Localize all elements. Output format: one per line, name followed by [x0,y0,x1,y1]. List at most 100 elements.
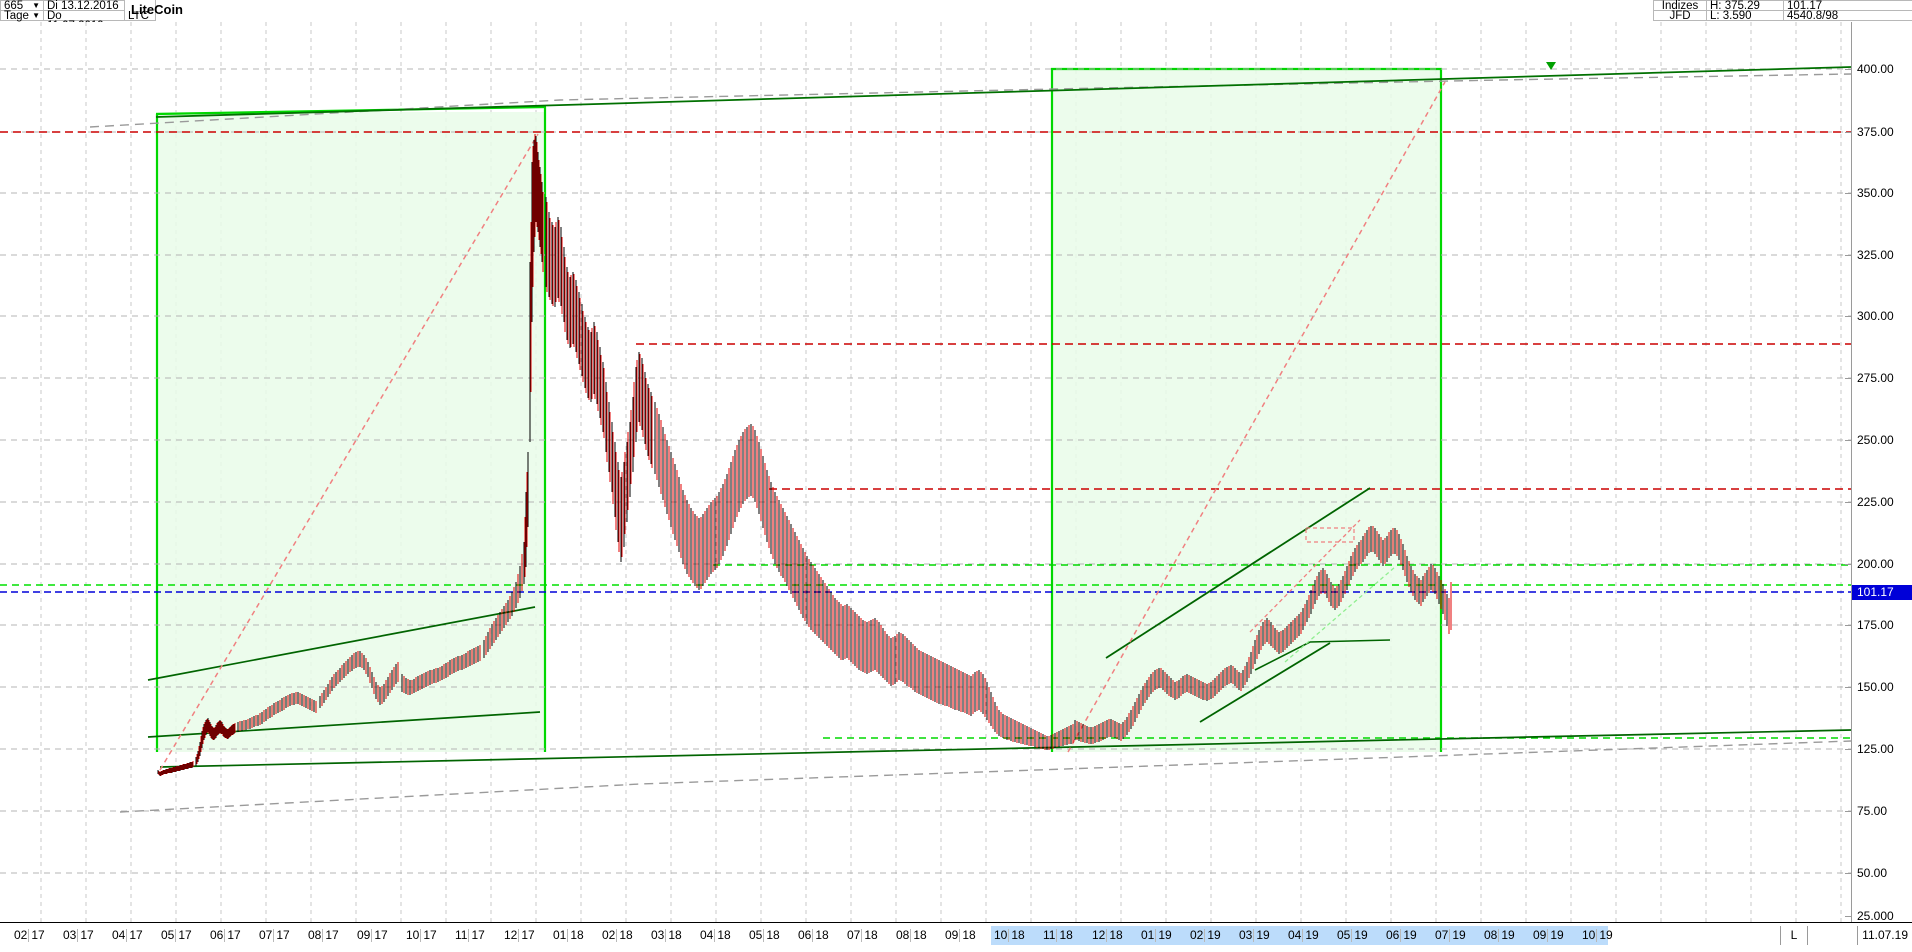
price-tick-mark [1845,687,1852,688]
price-tick-mark [1845,625,1852,626]
page-title: LiteCoin [131,2,183,17]
time-label-month: 10 [994,928,1008,942]
time-label-month: 02 [14,928,28,942]
price-tick-225: 225.00 [1857,495,1894,509]
time-label-month: 09 [357,928,371,942]
time-label-18: 08 18 [896,929,927,942]
light-green-sub-channel [1284,566,1396,663]
time-label-month: 08 [896,928,910,942]
time-label-year: 18 [1056,929,1073,942]
time-label-month: 03 [1239,928,1253,942]
volume-field: 4540.8/98 [1783,10,1912,22]
time-label-month: 09 [945,928,959,942]
time-label-31: 09 19 [1533,929,1564,942]
salmon-sub-channel [1249,519,1361,633]
time-label-month: 05 [1337,928,1351,942]
price-tick-125: 125.00 [1857,742,1894,756]
time-label-month: 12 [1092,928,1106,942]
chart-plot-area[interactable] [0,22,1851,922]
time-label-month: 07 [847,928,861,942]
time-label-11: 01 18 [553,929,584,942]
time-label-1: 03 17 [63,929,94,942]
time-label-month: 08 [1484,928,1498,942]
time-label-month: 09 [1533,928,1547,942]
time-label-month: 05 [749,928,763,942]
time-label-14: 04 18 [700,929,731,942]
low-field: L: 3.590 [1706,10,1784,22]
price-tick-mark [1845,255,1852,256]
time-label-year: 19 [1204,929,1221,942]
price-tick-mark [1845,916,1852,917]
time-label-16: 06 18 [798,929,829,942]
price-tick-mark [1845,502,1852,503]
time-label-26: 04 19 [1288,929,1319,942]
time-label-24: 02 19 [1190,929,1221,942]
low-value: L: 3.590 [1710,10,1752,22]
upper-gray-trendline [89,73,1851,128]
cursor-date-cell: 11.07.19 [1857,926,1912,945]
chevron-down-icon[interactable]: ▼ [32,1,40,10]
time-label-year: 18 [763,929,780,942]
base-trendline [159,729,1851,768]
price-tick-200: 200.00 [1857,557,1894,571]
price-tick-250: 250.00 [1857,433,1894,447]
price-bars [157,134,1452,776]
price-tick-mark [1845,873,1852,874]
time-label-year: 17 [77,929,94,942]
time-axis[interactable]: 02 17 03 17 04 17 05 17 06 17 07 17 08 17 09 17 … [0,922,1912,952]
trend-support-2017 [147,606,536,681]
price-tick-375: 375.00 [1857,125,1894,139]
price-tick-mark [1845,193,1852,194]
time-label-year: 18 [714,929,731,942]
time-label-month: 10 [1582,928,1596,942]
price-tick-75: 75.00 [1857,804,1888,818]
salmon-channel-2017 [159,133,539,771]
price-tick-mark [1845,316,1852,317]
time-label-9: 11 17 [455,929,485,942]
price-tick-mark [1845,69,1852,70]
bull-channel-box-1 [155,105,547,752]
interval-field[interactable]: Tage ▼ [0,10,44,22]
price-tick-150: 150.00 [1857,680,1894,694]
cursor-marker-cell: L [1780,926,1808,945]
source-label-value: Indizes [1661,0,1699,12]
time-label-3: 05 17 [161,929,192,942]
time-label-year: 17 [322,929,339,942]
price-axis[interactable]: 400.00 375.00 350.00 325.00 300.00 275.0… [1845,22,1912,922]
bars-count-value: 665 [4,0,24,12]
time-label-month: 08 [308,928,322,942]
high-value: H: 375.29 [1710,0,1760,12]
time-label-year: 19 [1253,929,1270,942]
price-tick-275: 275.00 [1857,371,1894,385]
time-label-25: 03 19 [1239,929,1270,942]
time-label-year: 17 [126,929,143,942]
time-label-year: 18 [616,929,633,942]
time-label-32: 10 19 [1582,929,1613,942]
time-label-year: 18 [1008,929,1025,942]
time-label-28: 06 19 [1386,929,1417,942]
time-label-month: 11 [455,928,468,942]
time-label-year: 17 [224,929,241,942]
time-label-month: 03 [63,928,77,942]
time-label-15: 05 18 [749,929,780,942]
time-label-23: 01 19 [1141,929,1172,942]
time-label-year: 17 [420,929,437,942]
time-label-year: 18 [959,929,976,942]
time-label-5: 07 17 [259,929,290,942]
time-label-year: 17 [273,929,290,942]
time-label-year: 18 [910,929,927,942]
time-label-month: 02 [1190,928,1204,942]
date-to-field: Do 11.07.2019 [43,10,125,32]
price-tick-400: 400.00 [1857,62,1894,76]
chart-canvas [0,22,1851,922]
time-label-year: 19 [1351,929,1368,942]
price-tick-175: 175.00 [1857,618,1894,632]
time-axis-highlight-band [991,926,1608,945]
horizontal-gridlines [0,68,1851,874]
price-tick-mark [1845,564,1852,565]
time-label-year: 17 [518,929,535,942]
chevron-down-icon[interactable]: ▼ [32,11,40,20]
price-tick-50: 50.00 [1857,866,1888,880]
interval-value: Tage [4,10,29,22]
